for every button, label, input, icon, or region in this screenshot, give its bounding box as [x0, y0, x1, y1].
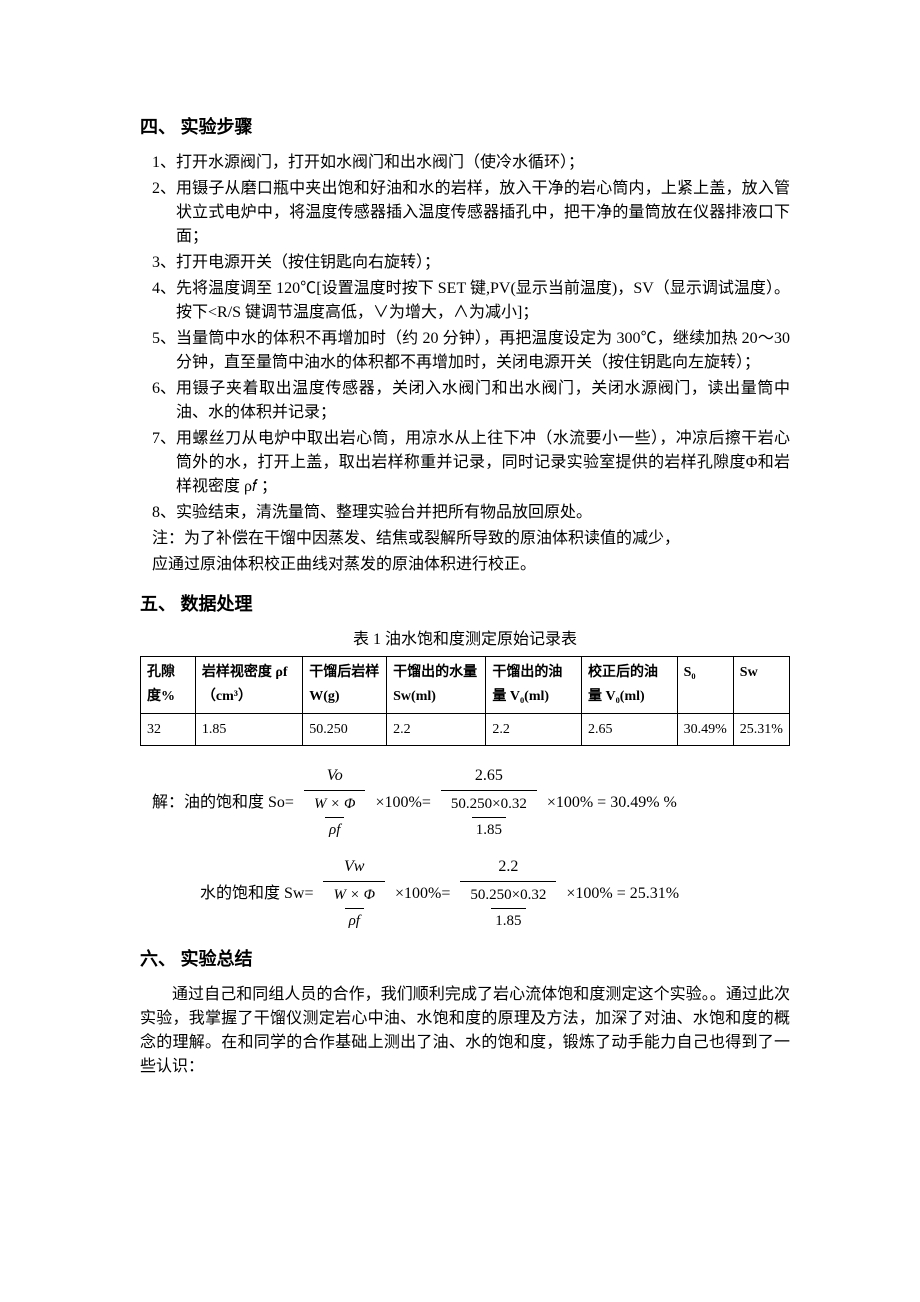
- note-line: 应通过原油体积校正曲线对蒸发的原油体积进行校正。: [152, 553, 790, 577]
- formula-result: ×100% = 30.49% %: [547, 791, 677, 815]
- summary-paragraph: 通过自己和同组人员的合作，我们顺利完成了岩心流体饱和度测定这个实验。。通过此次实…: [140, 983, 790, 1079]
- inner-den: ρf: [345, 908, 364, 933]
- step-item: 4、 先将温度调至 120℃[设置温度时按下 SET 键,PV(显示当前温度)，…: [152, 277, 790, 325]
- inner-den: ρf: [325, 817, 344, 842]
- inner-den: 1.85: [491, 908, 525, 933]
- section-6-heading: 六、 实验总结: [140, 946, 790, 973]
- formula-prefix: 解：油的饱和度 So=: [152, 791, 294, 815]
- table-header: 干馏出的水量 Sw(ml): [387, 657, 486, 714]
- step-text: 用镊子夹着取出温度传感器，关闭入水阀门和出水阀门，关闭水源阀门，读出量筒中油、水…: [176, 377, 790, 425]
- step-item: 3、 打开电源开关（按住钥匙向右旋转）；: [152, 251, 790, 275]
- step-text: 打开水源阀门，打开如水阀门和出水阀门（使冷水循环）；: [176, 151, 790, 175]
- step-text: 先将温度调至 120℃[设置温度时按下 SET 键,PV(显示当前温度)，SV（…: [176, 277, 790, 325]
- table-cell: 32: [141, 713, 196, 746]
- step-item: 6、 用镊子夹着取出温度传感器，关闭入水阀门和出水阀门，关闭水源阀门，读出量筒中…: [152, 377, 790, 425]
- formula-prefix: 水的饱和度 Sw=: [200, 882, 313, 906]
- data-table: 孔隙度% 岩样视密度 ρf （cm³） 干馏后岩样 W(g) 干馏出的水量 Sw…: [140, 656, 790, 746]
- step-item: 5、 当量筒中水的体积不再增加时（约 20 分钟），再把温度设定为 300℃，继…: [152, 327, 790, 375]
- fraction: Vo W × Φ ρf: [304, 764, 366, 841]
- fraction: 2.2 50.250×0.32 1.85: [460, 855, 556, 932]
- step-number: 7、: [152, 427, 176, 499]
- formula-result: ×100% = 25.31%: [566, 882, 679, 906]
- formula-sw: 水的饱和度 Sw= Vw W × Φ ρf ×100%= 2.2 50.250×…: [200, 855, 790, 932]
- step-number: 6、: [152, 377, 176, 425]
- table-header: S₀: [677, 657, 733, 714]
- inner-fraction: W × Φ ρf: [329, 884, 379, 932]
- table-header: 岩样视密度 ρf （cm³）: [195, 657, 302, 714]
- step-text: 用镊子从磨口瓶中夹出饱和好油和水的岩样，放入干净的岩心筒内，上紧上盖，放入管状立…: [176, 177, 790, 249]
- note-line: 注：为了补偿在干馏中因蒸发、结焦或裂解所导致的原油体积读值的减少，: [152, 527, 790, 551]
- table-cell: 25.31%: [733, 713, 789, 746]
- table-cell: 1.85: [195, 713, 302, 746]
- fraction-numerator: Vo: [321, 764, 349, 790]
- fraction-numerator: 2.65: [469, 764, 509, 790]
- step-text: 打开电源开关（按住钥匙向右旋转）；: [176, 251, 790, 275]
- table-cell: 50.250: [303, 713, 387, 746]
- fraction-numerator: Vw: [338, 855, 370, 881]
- table-cell: 2.65: [581, 713, 677, 746]
- table-header-row: 孔隙度% 岩样视密度 ρf （cm³） 干馏后岩样 W(g) 干馏出的水量 Sw…: [141, 657, 790, 714]
- step-item: 7、 用螺丝刀从电炉中取出岩心筒，用凉水从上往下冲（水流要小一些），冲凉后擦干岩…: [152, 427, 790, 499]
- inner-num: W × Φ: [310, 793, 360, 817]
- table-header: 干馏出的油量 V₀(ml): [486, 657, 582, 714]
- table-row: 32 1.85 50.250 2.2 2.2 2.65 30.49% 25.31…: [141, 713, 790, 746]
- table-header: Sw: [733, 657, 789, 714]
- table-caption: 表 1 油水饱和度测定原始记录表: [140, 628, 790, 652]
- fraction-denominator: 50.250×0.32 1.85: [460, 881, 556, 932]
- formula-so: 解：油的饱和度 So= Vo W × Φ ρf ×100%= 2.65 50.2…: [152, 764, 790, 841]
- step-number: 2、: [152, 177, 176, 249]
- step-number: 1、: [152, 151, 176, 175]
- formula-mid: ×100%=: [375, 791, 430, 815]
- step-number: 4、: [152, 277, 176, 325]
- formula-mid: ×100%=: [395, 882, 450, 906]
- inner-fraction: 50.250×0.32 1.85: [447, 793, 531, 841]
- step-text: 实验结束，清洗量筒、整理实验台并把所有物品放回原处。: [176, 501, 790, 525]
- step-number: 3、: [152, 251, 176, 275]
- step-text: 当量筒中水的体积不再增加时（约 20 分钟），再把温度设定为 300℃，继续加热…: [176, 327, 790, 375]
- fraction-denominator: W × Φ ρf: [304, 790, 366, 841]
- fraction-denominator: W × Φ ρf: [323, 881, 385, 932]
- table-header: 孔隙度%: [141, 657, 196, 714]
- table-cell: 2.2: [486, 713, 582, 746]
- inner-den: 1.85: [472, 817, 506, 842]
- fraction-denominator: 50.250×0.32 1.85: [441, 790, 537, 841]
- step-item: 2、 用镊子从磨口瓶中夹出饱和好油和水的岩样，放入干净的岩心筒内，上紧上盖，放入…: [152, 177, 790, 249]
- section-5-heading: 五、 数据处理: [140, 591, 790, 618]
- inner-num: 50.250×0.32: [466, 884, 550, 908]
- table-header: 校正后的油量 V₀(ml): [581, 657, 677, 714]
- section-4-heading: 四、 实验步骤: [140, 114, 790, 141]
- inner-fraction: 50.250×0.32 1.85: [466, 884, 550, 932]
- step-number: 5、: [152, 327, 176, 375]
- step-text: 用螺丝刀从电炉中取出岩心筒，用凉水从上往下冲（水流要小一些），冲凉后擦干岩心筒外…: [176, 427, 790, 499]
- fraction-numerator: 2.2: [492, 855, 524, 881]
- fraction: 2.65 50.250×0.32 1.85: [441, 764, 537, 841]
- inner-fraction: W × Φ ρf: [310, 793, 360, 841]
- step-item: 1、 打开水源阀门，打开如水阀门和出水阀门（使冷水循环）；: [152, 151, 790, 175]
- inner-num: 50.250×0.32: [447, 793, 531, 817]
- inner-num: W × Φ: [329, 884, 379, 908]
- table-cell: 30.49%: [677, 713, 733, 746]
- table-cell: 2.2: [387, 713, 486, 746]
- step-number: 8、: [152, 501, 176, 525]
- fraction: Vw W × Φ ρf: [323, 855, 385, 932]
- table-header: 干馏后岩样 W(g): [303, 657, 387, 714]
- step-item: 8、 实验结束，清洗量筒、整理实验台并把所有物品放回原处。: [152, 501, 790, 525]
